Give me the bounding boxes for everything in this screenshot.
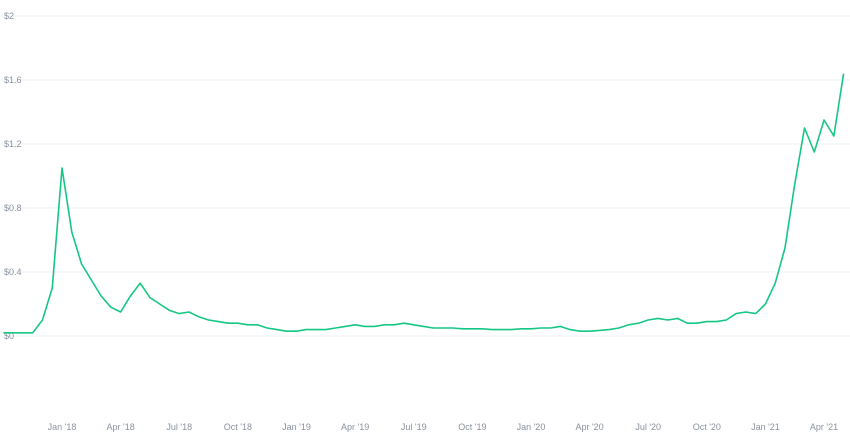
x-tick-label: Jan '20 (517, 422, 546, 432)
x-tick-label: Apr '19 (341, 422, 369, 432)
x-tick-label: Jan '18 (48, 422, 77, 432)
x-tick-label: Oct '19 (458, 422, 486, 432)
y-tick-label: $0 (4, 331, 14, 341)
price-line (3, 73, 845, 334)
x-tick-label: Jul '18 (166, 422, 192, 432)
x-tick-label: Jul '19 (401, 422, 427, 432)
y-tick-label: $0.8 (4, 203, 22, 213)
y-tick-label: $2 (4, 11, 14, 21)
x-tick-label: Oct '20 (693, 422, 721, 432)
x-tick-label: Apr '20 (575, 422, 603, 432)
y-tick-label: $0.4 (4, 267, 22, 277)
x-tick-label: Oct '18 (224, 422, 252, 432)
x-tick-label: Apr '21 (810, 422, 838, 432)
x-tick-label: Apr '18 (107, 422, 135, 432)
x-tick-label: Jul '20 (635, 422, 661, 432)
y-tick-label: $1.2 (4, 139, 22, 149)
y-tick-label: $1.6 (4, 75, 22, 85)
x-tick-label: Jan '19 (282, 422, 311, 432)
x-tick-label: Jan '21 (751, 422, 780, 432)
